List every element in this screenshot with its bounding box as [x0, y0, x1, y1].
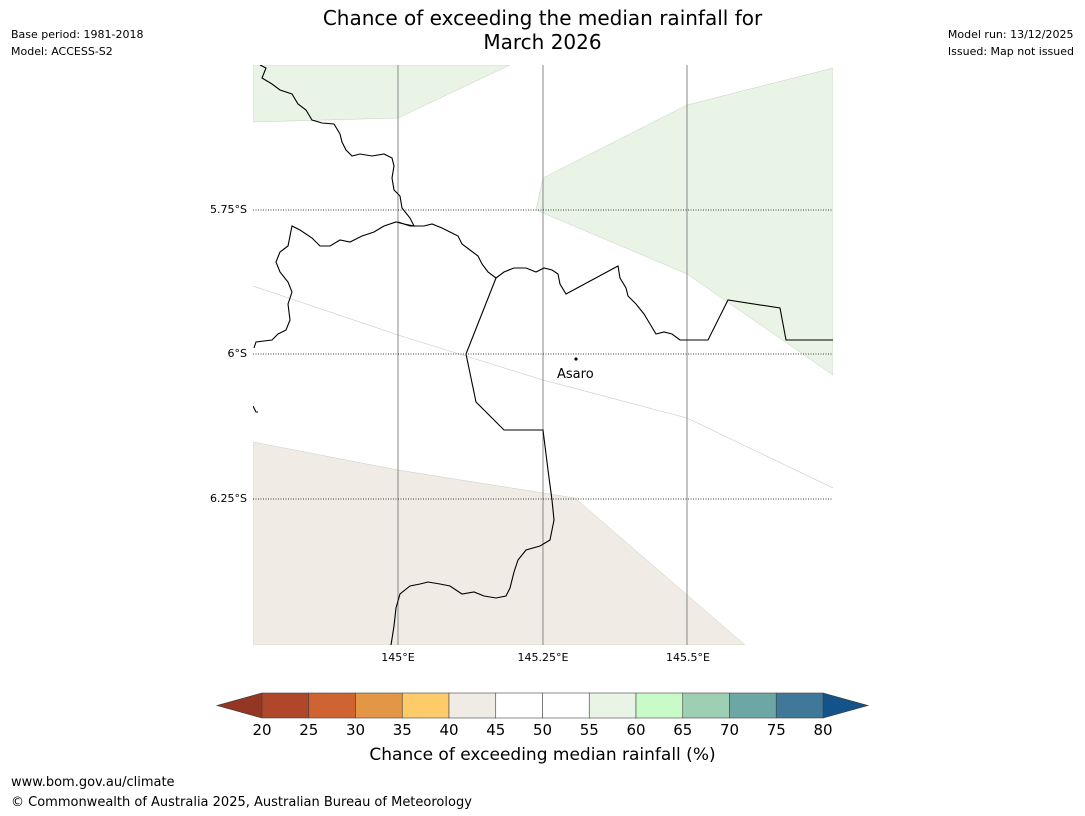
colorbar-segment [495, 692, 543, 719]
axis-labels: 5.75°S 6°S 6.25°S 145°E 145.25°E 145.5°E [210, 203, 710, 664]
colorbar-segment [635, 692, 684, 719]
colorbar-tick-label: 80 [813, 721, 832, 739]
coast-fragment [253, 405, 258, 413]
colorbar-tick-label: 45 [486, 721, 505, 739]
map-plot-area: Asaro [253, 65, 833, 645]
colorbar-tick-label: 40 [439, 721, 458, 739]
colorbar-segment [261, 692, 310, 719]
colorbar-low-extend [215, 692, 263, 719]
province-border-central [397, 221, 833, 341]
colorbar-tick-label: 50 [533, 721, 552, 739]
colorbar-tick-label: 65 [673, 721, 692, 739]
province-border-north [253, 65, 415, 349]
asaro-label: Asaro [557, 367, 594, 382]
issued-status: Issued: Map not issued [947, 45, 1074, 58]
map-title: Chance of exceeding the median rainfall … [0, 6, 1085, 54]
model-run: Model run: 13/12/2025 [947, 28, 1074, 41]
colorbar: 20 25 30 35 40 45 50 55 60 65 70 75 80 [215, 692, 870, 739]
colorbar-tick-label: 55 [580, 721, 599, 739]
colorbar-segment [775, 692, 824, 719]
colorbar-segment [729, 692, 777, 719]
colorbar-label: Chance of exceeding median rainfall (%) [369, 745, 716, 765]
colorbar-segment [588, 692, 637, 719]
footer-url[interactable]: www.bom.gov.au/climate [11, 775, 175, 790]
colorbar-segment [401, 692, 450, 719]
model-name: Model: ACCESS-S2 [11, 45, 113, 58]
colorbar-segment [542, 692, 590, 719]
base-period: Base period: 1981-2018 [11, 28, 144, 41]
colorbar-segment [355, 692, 403, 719]
colorbar-tick-label: 35 [393, 721, 412, 739]
colorbar-segment [308, 692, 356, 719]
province-border-south [390, 277, 555, 645]
colorbar-tick-label: 75 [767, 721, 786, 739]
region-55-60-northeast [535, 67, 833, 376]
title-line-2: March 2026 [483, 30, 602, 54]
colorbar-tick-label: 30 [346, 721, 365, 739]
title-line-1: Chance of exceeding the median rainfall … [322, 6, 763, 30]
footer-copyright: © Commonwealth of Australia 2025, Austra… [11, 795, 472, 810]
colorbar-segment [682, 692, 730, 719]
lon-label-145-25e: 145.25°E [518, 651, 569, 664]
colorbar-tick-label: 25 [299, 721, 318, 739]
metadata-right: Model run: 13/12/2025 Issued: Map not is… [948, 26, 1074, 60]
colorbar-tick-label: 20 [252, 721, 271, 739]
colorbar-tick-label: 70 [720, 721, 739, 739]
lon-label-145-5e: 145.5°E [666, 651, 710, 664]
lat-label-5-75s: 5.75°S [210, 203, 247, 216]
asaro-marker [574, 357, 578, 361]
colorbar-high-extend [822, 692, 870, 719]
lat-label-6-25s: 6.25°S [210, 492, 247, 505]
lat-label-6s: 6°S [228, 347, 247, 360]
colorbar-segment [448, 692, 497, 719]
region-40-45-southwest [253, 441, 746, 645]
metadata-left: Base period: 1981-2018 Model: ACCESS-S2 [11, 26, 143, 60]
lon-label-145e: 145°E [381, 651, 414, 664]
colorbar-tick-label: 60 [626, 721, 645, 739]
